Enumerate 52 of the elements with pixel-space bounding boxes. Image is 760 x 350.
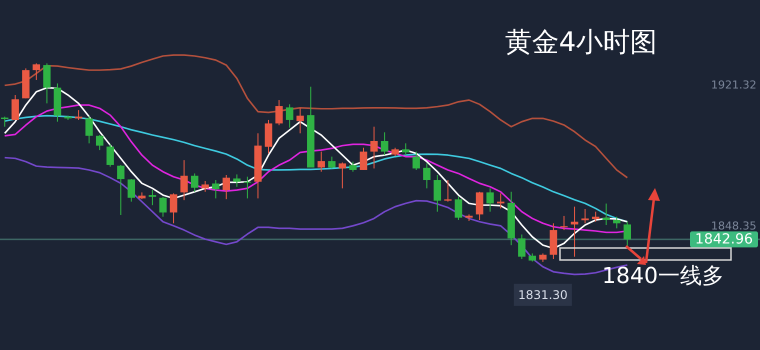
candlestick: [318, 151, 325, 172]
candlestick: [159, 196, 167, 218]
candlestick: [349, 161, 357, 172]
ref-line-label: 1842.96: [695, 231, 754, 248]
y-tick-label: 1921.32: [711, 78, 756, 92]
candlestick: [170, 192, 178, 224]
candlestick: [222, 174, 230, 200]
candlestick: [190, 172, 198, 192]
candlestick: [592, 211, 600, 222]
candlestick: [423, 162, 430, 189]
candlestick: [476, 191, 484, 221]
candlestick: [613, 216, 620, 229]
candlestick: [96, 134, 104, 151]
candlestick: [570, 206, 578, 258]
y-tick-label: 1848.35: [711, 219, 756, 232]
candlestick: [12, 94, 19, 120]
candlestick: [370, 126, 378, 169]
annotation: 1831.30: [518, 288, 568, 302]
candlestick: [624, 221, 631, 248]
candlestick: [296, 108, 304, 134]
candlestick: [412, 151, 420, 170]
candlestick: [496, 192, 504, 209]
candlestick: [212, 180, 220, 199]
candlestick: [1, 116, 8, 128]
candlestick: [380, 132, 388, 156]
candlestick: [560, 215, 568, 231]
annotation: 1840一线多: [602, 264, 724, 289]
candlestick: [434, 174, 442, 212]
candlestick: [180, 160, 188, 201]
candlestick: [328, 156, 336, 169]
candlestick: [402, 142, 410, 156]
candlestick: [518, 234, 526, 260]
candlestick: [117, 164, 124, 216]
candlestick: [74, 110, 82, 120]
candlestick: [338, 162, 346, 189]
candlestick: [148, 190, 156, 206]
candlestick: [233, 174, 241, 188]
candlestick: [128, 178, 136, 202]
candlestick: [454, 196, 462, 221]
candlestick: [486, 188, 494, 212]
candlestick: [360, 147, 368, 170]
candlestick: [264, 119, 272, 154]
candlestick: [43, 62, 51, 104]
candlestick: [85, 116, 93, 144]
text: 黄金4小时图: [504, 27, 658, 58]
candlestick: [275, 100, 283, 126]
candlestick: [32, 62, 40, 80]
candlestick: [286, 104, 294, 128]
candlestick: [106, 144, 114, 168]
line-series: [4, 54, 628, 179]
candlestick: [202, 180, 209, 192]
candlestick: [602, 203, 610, 226]
